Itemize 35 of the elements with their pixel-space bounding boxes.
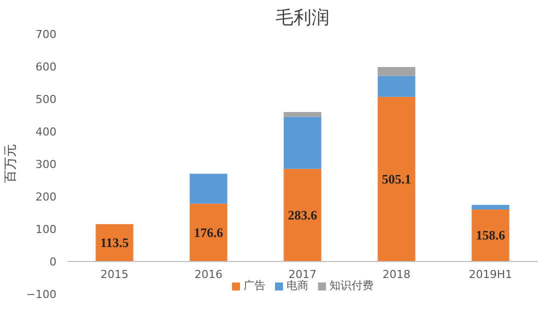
data-label: 113.5 — [100, 235, 130, 250]
bar — [472, 204, 510, 210]
y-tick-label: 0 — [50, 256, 56, 268]
bar — [472, 209, 510, 261]
chart-title: 毛利润 — [276, 8, 330, 28]
y-tick-label: 400 — [36, 126, 57, 138]
data-label: 283.6 — [288, 207, 318, 222]
x-tick-label: 2018 — [382, 268, 411, 281]
legend-label: 广告 — [244, 278, 266, 293]
bar — [284, 168, 322, 261]
y-tick-label: 300 — [36, 158, 57, 171]
x-tick-label: 2017 — [288, 268, 317, 281]
y-axis-title: 百万元 — [3, 144, 18, 183]
y-tick-label: 100 — [36, 223, 57, 236]
data-label: 176.6 — [194, 224, 224, 240]
bar — [378, 96, 416, 261]
bar — [378, 66, 416, 76]
bar — [190, 174, 228, 204]
y-tick-label: 200 — [36, 190, 57, 204]
x-tick-label: 2015 — [100, 268, 129, 281]
x-tick-label: 2016 — [194, 268, 223, 281]
bar — [284, 112, 322, 117]
data-label: 505.1 — [382, 171, 412, 186]
bar — [190, 204, 228, 261]
y-tick-label: −100 — [26, 288, 57, 301]
legend-label: 知识付费 — [330, 278, 374, 293]
legend-label: 电商 — [286, 278, 308, 293]
y-tick-label: 500 — [36, 93, 57, 106]
bar — [284, 116, 322, 169]
y-tick-label: 700 — [36, 28, 57, 41]
data-label: 158.6 — [476, 228, 506, 243]
y-tick-label: 600 — [36, 60, 57, 74]
x-tick-label: 2019H1 — [468, 268, 512, 281]
bar — [378, 76, 416, 97]
bar — [96, 224, 134, 261]
